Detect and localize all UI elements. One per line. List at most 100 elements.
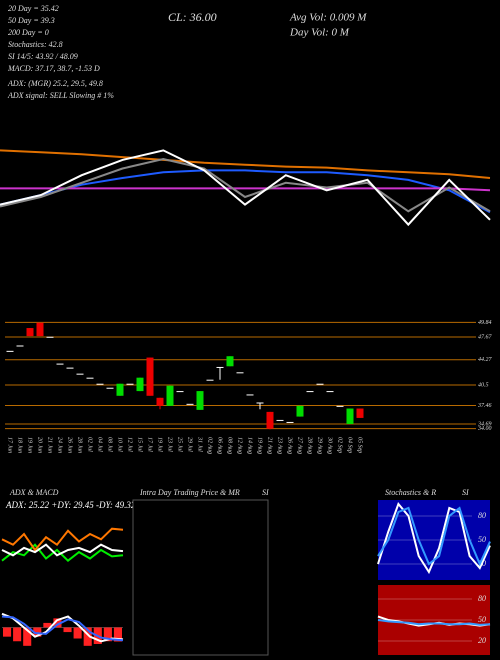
- x-tick-label: 23 Jul: [167, 437, 173, 452]
- y-tick-label: 80: [478, 511, 486, 520]
- header-line: Stochastics: 42.8: [8, 40, 63, 49]
- panel-subtitle: SI: [262, 488, 269, 497]
- x-tick-label: 12 Aug: [237, 437, 243, 454]
- candle-body: [106, 387, 114, 389]
- header-line: SI 14/5: 43.92 / 48.09: [8, 52, 78, 61]
- header-line: 20 Day = 35.42: [8, 4, 59, 13]
- candle-body: [346, 408, 354, 424]
- header-line: ADX signal: SELL Slowing # 1%: [7, 91, 114, 100]
- panel-title: SI: [462, 488, 469, 497]
- macd-bar: [43, 622, 52, 628]
- x-tick-label: 21 Jun: [47, 437, 53, 453]
- series-line: [0, 149, 491, 227]
- series-line: [1, 615, 124, 642]
- candle-body: [66, 367, 74, 369]
- panel-title: ADX & MACD: [9, 488, 59, 497]
- y-tick-label: 47.67: [478, 333, 493, 340]
- macd-bar: [13, 627, 22, 642]
- candle-body: [236, 372, 244, 374]
- x-tick-label: 30 Aug: [327, 436, 333, 454]
- x-tick-label: 17 Jun: [7, 437, 13, 453]
- candle-body: [206, 379, 214, 381]
- candle-body: [166, 385, 174, 406]
- x-tick-label: 02 Jul: [87, 437, 93, 452]
- candle-body: [146, 357, 154, 396]
- x-tick-label: 17 Jul: [147, 437, 153, 452]
- macd-bar: [23, 627, 32, 646]
- x-tick-label: 18 Jun: [17, 437, 23, 453]
- macd-bar: [83, 627, 92, 646]
- y-tick-label: 50: [478, 615, 486, 624]
- x-tick-label: 29 Jul: [187, 437, 193, 452]
- panel-annotation: ADX: 25.22 +DY: 29.45 -DY: 49.32: [5, 500, 136, 510]
- series-line: [1, 543, 124, 557]
- macd-bar: [53, 618, 62, 628]
- series-line: [1, 612, 124, 643]
- x-tick-label: 28 Jun: [77, 437, 83, 453]
- candle-body: [246, 394, 254, 396]
- x-tick-label: 14 Aug: [247, 437, 254, 454]
- header-line: 50 Day = 39.3: [8, 16, 55, 25]
- x-tick-label: 19 Jul: [157, 437, 163, 452]
- series-line: [0, 157, 491, 213]
- x-tick-label: 04 Sep: [347, 437, 354, 453]
- candle-body: [256, 402, 264, 404]
- x-tick-label: 02 Sep: [337, 437, 343, 453]
- y-tick-label: 37.46: [477, 402, 492, 409]
- x-tick-label: 26 Jun: [67, 437, 73, 453]
- candle-body: [276, 419, 284, 421]
- candle-body: [6, 350, 14, 352]
- candle-body: [176, 391, 184, 393]
- candle-body: [356, 408, 364, 418]
- candle-body: [186, 403, 194, 405]
- candle-body: [286, 421, 294, 423]
- x-tick-label: 08 Aug: [227, 437, 233, 454]
- series-line: [1, 527, 124, 552]
- x-tick-label: 27 Aug: [297, 437, 303, 454]
- header-line: 200 Day = 0: [8, 28, 49, 37]
- candle-body: [36, 322, 44, 337]
- candle-body: [56, 363, 64, 365]
- y-tick-label: 34.69: [477, 420, 492, 427]
- x-tick-label: 02 Aug: [207, 437, 213, 454]
- x-tick-label: 31 Jul: [197, 436, 203, 452]
- macd-bar: [3, 627, 12, 637]
- candle-body: [156, 397, 164, 406]
- candle-body: [306, 391, 314, 393]
- x-tick-label: 10 Jul: [117, 437, 123, 452]
- close-price: CL: 36.00: [168, 10, 217, 24]
- series-line: [1, 543, 124, 563]
- candle-body: [26, 328, 34, 337]
- x-tick-label: 28 Aug: [307, 437, 313, 454]
- x-tick-label: 15 Jul: [137, 437, 143, 452]
- candle-body: [126, 383, 134, 385]
- candle-body: [336, 405, 344, 407]
- x-tick-label: 26 Aug: [287, 437, 293, 454]
- y-tick-label: 80: [478, 594, 486, 603]
- x-tick-label: 25 Jul: [177, 437, 183, 452]
- y-tick-label: 50: [478, 535, 486, 544]
- series-line: [0, 169, 491, 214]
- y-tick-label: 40.5: [478, 381, 489, 388]
- panel-title: Intra Day Trading Price & MR: [139, 488, 240, 497]
- x-tick-label: 21 Aug: [267, 437, 273, 454]
- x-tick-label: 20 Jun: [37, 437, 43, 453]
- candle-body: [136, 377, 144, 392]
- candle-body: [196, 391, 204, 410]
- y-tick-label: 20: [478, 636, 486, 645]
- y-tick-label: 44.27: [478, 356, 493, 363]
- series-line: [377, 619, 491, 626]
- x-tick-label: 19 Aug: [257, 437, 263, 454]
- panel-title: Stochastics & R: [385, 488, 436, 497]
- x-tick-label: 04 Jul: [97, 437, 104, 452]
- x-tick-label: 19 Jun: [27, 437, 33, 453]
- candle-body: [96, 383, 104, 385]
- series-line: [0, 187, 491, 192]
- candle-body: [266, 411, 274, 429]
- x-tick-label: 24 Jun: [57, 437, 64, 453]
- candle-body: [226, 356, 234, 367]
- candle-body: [316, 383, 324, 385]
- candle-body: [326, 391, 334, 393]
